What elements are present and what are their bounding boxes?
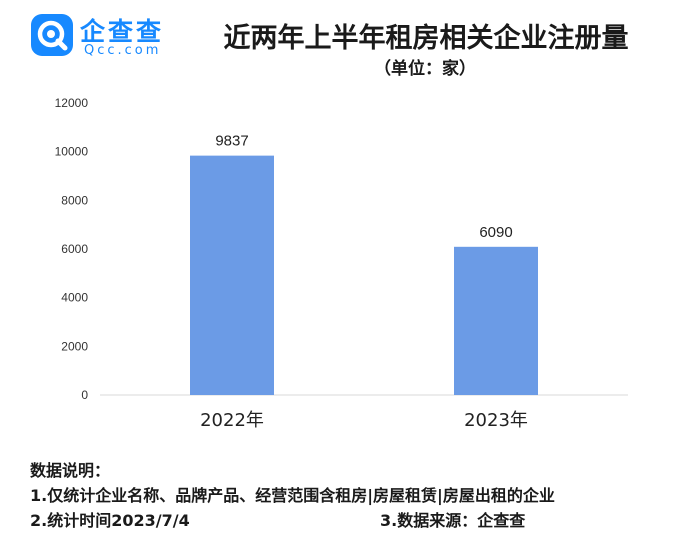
notes-last-row: 2.统计时间2023/7/4 3.数据来源：企查查 bbox=[30, 508, 555, 533]
y-axis: 0 2000 4000 6000 8000 10000 12000 bbox=[55, 96, 89, 402]
y-tick-label: 4000 bbox=[61, 291, 88, 305]
data-label: 6090 bbox=[479, 224, 512, 241]
y-tick-label: 10000 bbox=[55, 145, 89, 159]
x-tick-label: 2022年 bbox=[200, 410, 264, 431]
y-tick-label: 0 bbox=[81, 388, 88, 402]
data-label: 9837 bbox=[215, 133, 248, 150]
x-axis: 2022年 2023年 bbox=[200, 410, 528, 431]
note-source: 3.数据来源：企查查 bbox=[380, 511, 526, 530]
logo-domain: Qcc.com bbox=[84, 43, 162, 58]
note-date: 2.统计时间2023/7/4 bbox=[30, 511, 190, 530]
x-tick-label: 2023年 bbox=[464, 410, 528, 431]
qcc-logo: 企查查 Qcc.com bbox=[30, 12, 190, 58]
chart-unit: （单位：家） bbox=[374, 59, 476, 79]
bar bbox=[190, 155, 274, 395]
bar bbox=[454, 246, 538, 395]
qcc-logo-icon bbox=[31, 14, 73, 56]
notes-heading: 数据说明： bbox=[30, 461, 111, 480]
note-scope: 1.仅统计企业名称、品牌产品、经营范围含租房|房屋租赁|房屋出租的企业 bbox=[30, 486, 555, 505]
y-tick-label: 8000 bbox=[61, 193, 88, 207]
y-tick-label: 2000 bbox=[61, 339, 88, 353]
y-tick-label: 12000 bbox=[55, 96, 89, 110]
y-tick-label: 6000 bbox=[61, 242, 88, 256]
logo-chinese-name: 企查查 bbox=[80, 17, 165, 46]
data-notes: 数据说明： 1.仅统计企业名称、品牌产品、经营范围含租房|房屋租赁|房屋出租的企… bbox=[30, 458, 555, 533]
bars bbox=[190, 155, 538, 395]
data-labels: 9837 6090 bbox=[215, 133, 512, 241]
chart-title: 近两年上半年租房相关企业注册量 bbox=[223, 23, 629, 54]
